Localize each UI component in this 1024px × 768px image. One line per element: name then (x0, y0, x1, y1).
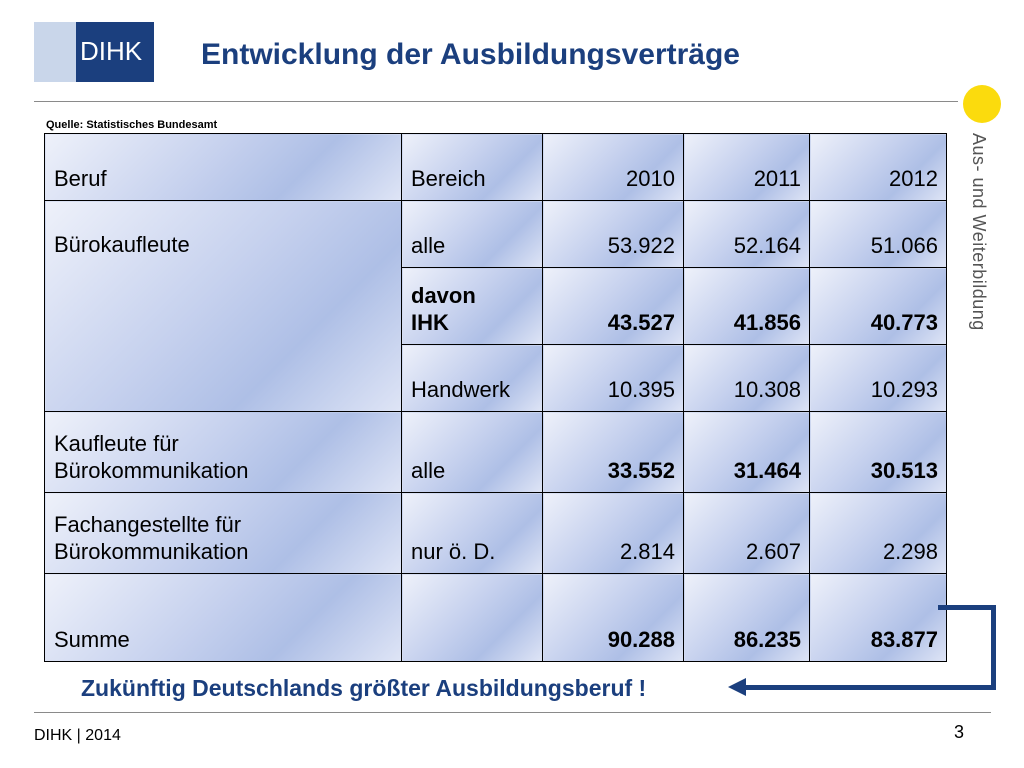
cell-bereich: Handwerk (401, 344, 543, 412)
slide-title: Entwicklung der Ausbildungsverträge (201, 38, 740, 71)
cell-2012: 83.877 (809, 573, 947, 662)
table-row: Kaufleute für Bürokommunikation alle 33.… (44, 411, 947, 493)
cell-bereich-line1: davon (411, 283, 476, 308)
cell-beruf-line1: Fachangestellte für (54, 512, 242, 537)
page-number: 3 (954, 722, 965, 742)
cell-2010: 2.814 (542, 492, 684, 574)
header-2010: 2010 (542, 133, 684, 201)
cell-2010: 53.922 (542, 200, 684, 268)
cell-2012: 2.298 (809, 492, 947, 574)
logo-block (76, 22, 154, 82)
logo-text: DIHK (80, 36, 143, 66)
callout-text: Zukünftig Deutschlands größter Ausbildun… (81, 675, 647, 701)
cell-bereich: alle (401, 411, 543, 493)
arrow-bracket-right (991, 605, 996, 690)
side-label: Aus- und Weiterbildung (969, 133, 989, 331)
cell-2011: 10.308 (683, 344, 810, 412)
source-note: Quelle: Statistisches Bundesamt (46, 119, 218, 131)
cell-beruf: Fachangestellte für Bürokommunikation (44, 492, 402, 574)
cell-bereich: davon IHK (401, 267, 543, 345)
cell-bereich: nur ö. D. (401, 492, 543, 574)
cell-2012: 10.293 (809, 344, 947, 412)
footer-label: DIHK | 2014 (34, 727, 121, 744)
cell-beruf: Summe (44, 573, 402, 662)
cell-bereich: alle (401, 200, 543, 268)
table-row: Handwerk 10.395 10.308 10.293 (45, 344, 947, 412)
cell-2012: 40.773 (809, 267, 947, 345)
cell-beruf-line2: Bürokommunikation (54, 458, 249, 483)
arrow-bracket-bottom (744, 685, 996, 690)
cell-beruf: Bürokaufleute (44, 200, 402, 412)
cell-bereich-line2: IHK (411, 310, 449, 335)
title-divider (34, 101, 958, 102)
arrow-bracket-top (938, 605, 996, 610)
cell-2010: 33.552 (542, 411, 684, 493)
cell-bereich (401, 573, 543, 662)
cell-beruf-line1: Kaufleute für (54, 431, 179, 456)
header-bereich: Bereich (401, 133, 543, 201)
cell-beruf: Kaufleute für Bürokommunikation (44, 411, 402, 493)
cell-2011: 86.235 (683, 573, 810, 662)
table-row: davon IHK 43.527 41.856 40.773 (45, 267, 947, 345)
cell-2012: 51.066 (809, 200, 947, 268)
header-2011: 2011 (683, 133, 810, 201)
cell-2011: 52.164 (683, 200, 810, 268)
dihk-logo: DIHK (34, 22, 154, 82)
cell-2011: 41.856 (683, 267, 810, 345)
header-beruf: Beruf (44, 133, 402, 201)
cell-2011: 2.607 (683, 492, 810, 574)
table-header-row: Beruf Bereich 2010 2011 2012 (44, 133, 947, 201)
cell-2012: 30.513 (809, 411, 947, 493)
cell-beruf-line2: Bürokommunikation (54, 539, 249, 564)
yellow-dot-icon (963, 85, 1001, 123)
table-row: Fachangestellte für Bürokommunikation nu… (44, 492, 947, 574)
training-contracts-table: Beruf Bereich 2010 2011 2012 Bürokaufleu… (44, 133, 947, 662)
table-row: Bürokaufleute alle 53.922 52.164 51.066 (44, 200, 947, 412)
cell-2011: 31.464 (683, 411, 810, 493)
arrow-left-icon (728, 678, 746, 696)
cell-2010: 10.395 (542, 344, 684, 412)
table-row-sum: Summe 90.288 86.235 83.877 (44, 573, 947, 662)
header-2012: 2012 (809, 133, 947, 201)
cell-2010: 43.527 (542, 267, 684, 345)
footer-divider (34, 712, 991, 713)
cell-2010: 90.288 (542, 573, 684, 662)
